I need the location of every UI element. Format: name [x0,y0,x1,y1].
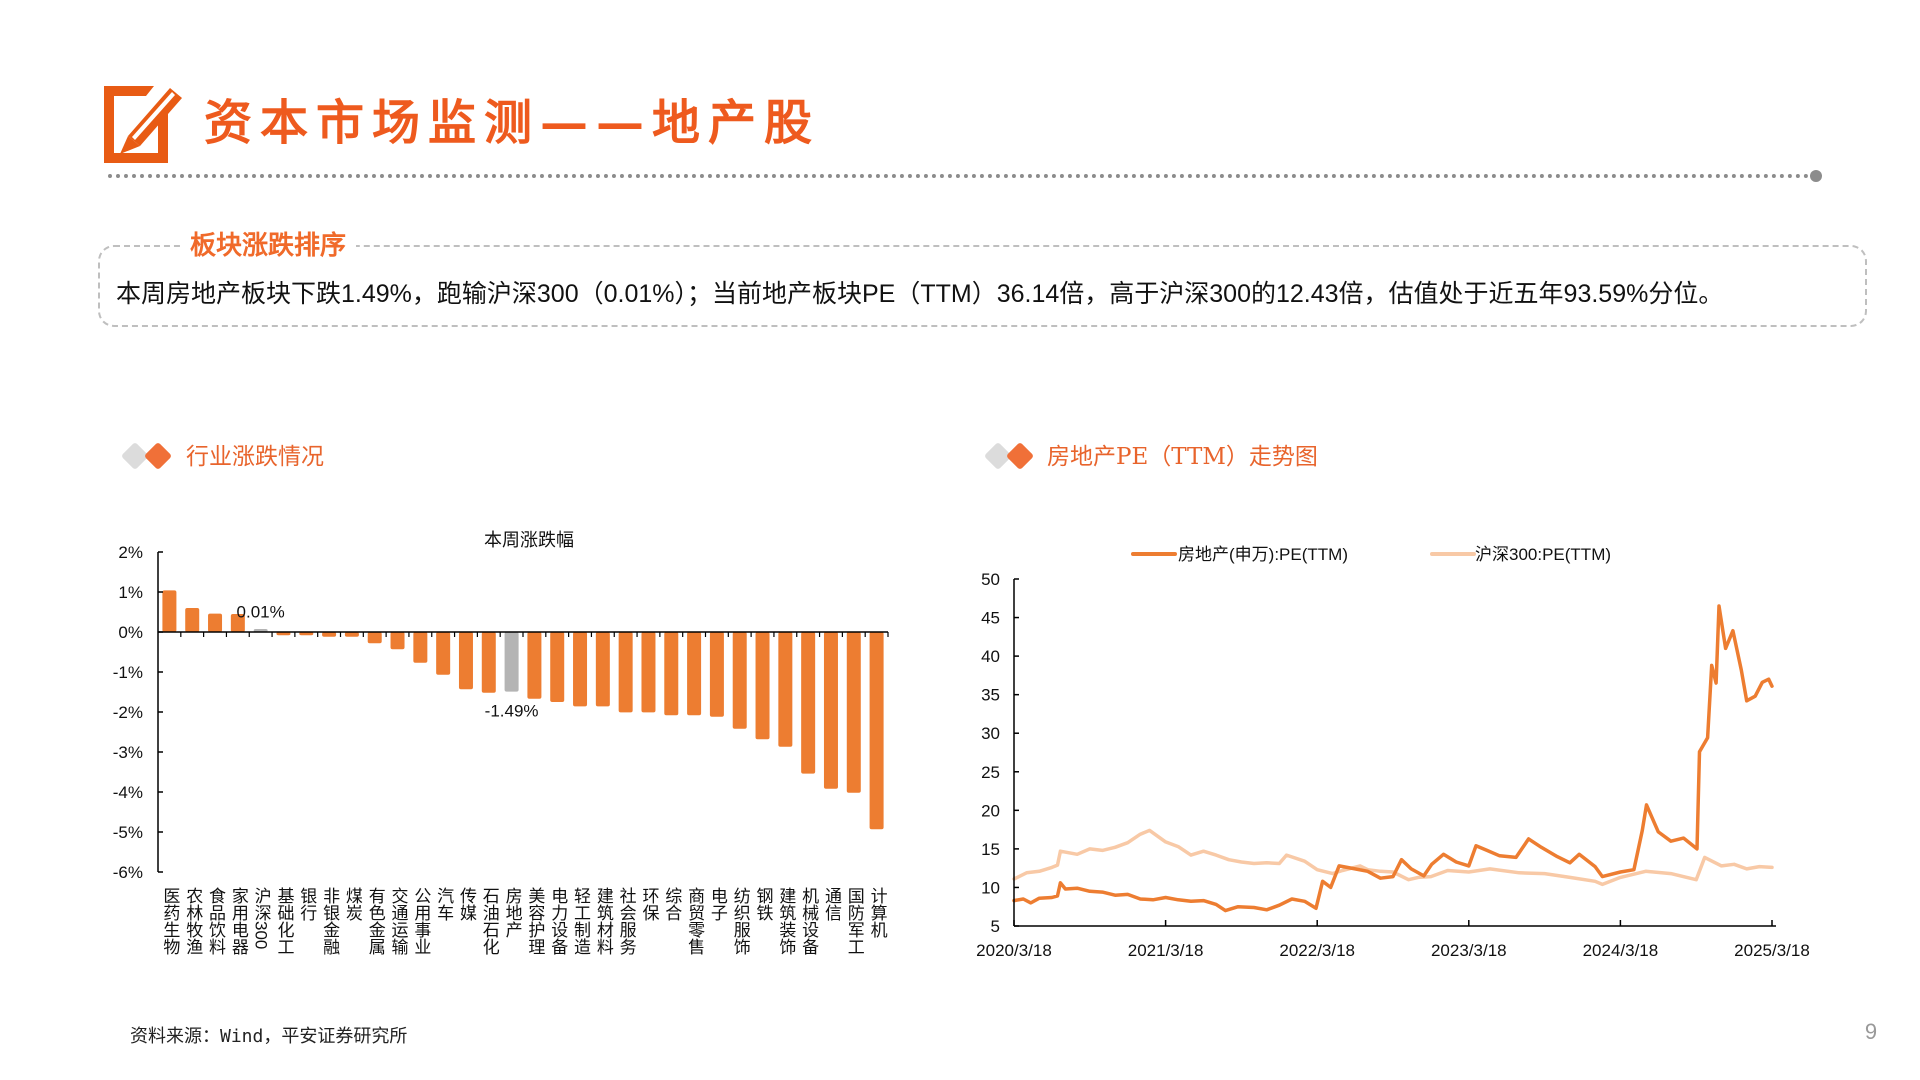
bar [413,632,428,663]
bar [367,632,382,644]
bar [230,614,245,632]
bar [185,608,200,632]
page-title: 资本市场监测——地产股 [204,95,821,151]
bar [390,632,405,650]
pe-line-chart: 50 45 40 35 30 25 20 15 10 5 2020/3/18 2021/3/18 202… [976,545,1810,960]
bar [641,632,656,713]
bar [458,632,473,690]
section-title: 行业涨跌情况 [186,444,324,470]
data-label: 0.01% [237,603,285,622]
edit-pencil-icon [104,86,182,163]
x-tick-label: 2025/3/18 [1734,941,1810,960]
bar [801,632,816,774]
bar [550,632,565,702]
title-divider [108,174,1810,178]
bar [869,632,884,830]
x-tick-label: 2022/3/18 [1279,941,1355,960]
legend-label: 房地产(申万):PE(TTM) [1178,545,1348,564]
bar [778,632,793,747]
bar [162,590,177,632]
y-tick-label: -3% [113,743,143,762]
y-tick-label: 35 [981,686,1000,705]
y-tick-label: 15 [981,840,1000,859]
bar [481,632,496,693]
bar [322,632,337,637]
y-tick-label: 2% [118,543,143,562]
bar [573,632,588,707]
bar [846,632,861,793]
y-tick-label: -4% [113,783,143,802]
y-tick-label: -2% [113,703,143,722]
page-number: 9 [1864,1019,1878,1044]
bar [755,632,770,740]
section-header-pe-trend: 房地产PE（TTM）走势图 [983,436,1345,476]
y-tick-label: 50 [981,570,1000,589]
x-tick-label: 2021/3/18 [1128,941,1204,960]
summary-box [98,245,1867,327]
bar [595,632,610,707]
section-header-industry: 行业涨跌情况 [120,436,482,476]
x-tick-label: 2024/3/18 [1583,941,1659,960]
bar-chart-title: 本周涨跌幅 [484,530,574,550]
section-title: 房地产PE（TTM）走势图 [1047,444,1318,470]
source-note: 资料来源：Wind，平安证券研究所 [130,1026,408,1047]
summary-label: 板块涨跌排序 [180,229,357,263]
bar [664,632,679,716]
y-tick-label: -1% [113,663,143,682]
bar [208,613,223,632]
bar [687,632,702,716]
bar [276,632,291,636]
y-tick-label: 5 [991,917,1000,936]
bar [709,632,724,717]
y-tick-label: 45 [981,609,1000,628]
bar [527,632,542,699]
y-tick-label: 1% [118,583,143,602]
divider-end-dot [1810,170,1822,182]
series-line-1 [1012,828,1774,887]
x-tick-label: 2020/3/18 [976,941,1052,960]
legend-label: 沪深300:PE(TTM) [1475,545,1611,564]
bar [732,632,747,729]
y-tick-label: 25 [981,763,1000,782]
data-label: -1.49% [485,702,539,721]
summary-text: 本周房地产板块下跌1.49%，跑输沪深300（0.01%）；当前地产板块PE（T… [116,280,1724,308]
series-line-0 [1012,604,1774,913]
bar [823,632,838,789]
bar [504,632,519,692]
x-tick-label: 2023/3/18 [1431,941,1507,960]
bar [436,632,451,675]
y-tick-label: -5% [113,823,143,842]
industry-bar-chart: 本周涨跌幅 2% 1% 0% -1% -2% -3% -4% -5% -6% 0.01% -1.49% [113,530,889,882]
y-tick-label: 10 [981,878,1000,897]
y-tick-label: 40 [981,647,1000,666]
bar [618,632,633,713]
y-tick-label: -6% [113,863,143,882]
y-tick-label: 20 [981,801,1000,820]
y-tick-label: 30 [981,724,1000,743]
y-tick-label: 0% [118,623,143,642]
bar [299,632,314,636]
bar [344,632,359,637]
